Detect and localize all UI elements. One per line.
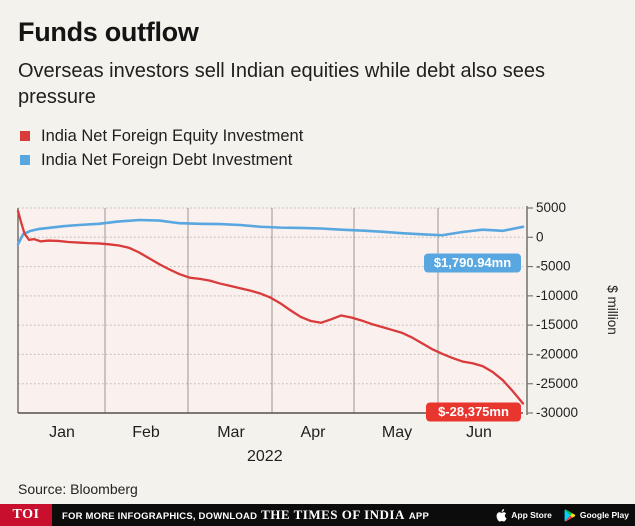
google-play-icon xyxy=(564,508,576,522)
legend-item-equity: India Net Foreign Equity Investment xyxy=(20,124,303,148)
footer-bar: TOI FOR MORE INFOGRAPHICS, DOWNLOAD THE … xyxy=(0,504,635,526)
data-callout: $1,790.94mn xyxy=(424,253,521,273)
x-axis-tick-label: Feb xyxy=(132,424,160,440)
footer-brand: THE TIMES OF INDIA xyxy=(261,507,405,522)
legend-item-debt: India Net Foreign Debt Investment xyxy=(20,148,303,172)
store-name-label: Google Play xyxy=(579,510,629,520)
x-axis-tick-label: Jan xyxy=(49,424,75,440)
page-subtitle: Overseas investors sell Indian equities … xyxy=(18,60,545,109)
callout-background xyxy=(426,402,521,422)
toi-logo: TOI xyxy=(0,504,52,526)
callout-label: $1,790.94mn xyxy=(434,255,511,270)
x-axis-tick-label: Apr xyxy=(301,424,327,440)
plot-background xyxy=(18,208,523,413)
y-axis-tick-label: -30000 xyxy=(536,405,578,420)
y-axis-tick-label: -10000 xyxy=(536,288,578,303)
y-axis-tick-label: -25000 xyxy=(536,376,578,391)
app-store-badge[interactable]: App Store xyxy=(496,508,552,522)
y-axis-tick-label: 5000 xyxy=(536,200,566,215)
legend-item-label: India Net Foreign Debt Investment xyxy=(41,150,293,169)
source-note: Source: Bloomberg xyxy=(18,481,138,497)
callout-label: $-28,375mn xyxy=(438,404,509,419)
footer-text-after: APP xyxy=(408,511,430,522)
y-axis-tick-label: -15000 xyxy=(536,317,578,332)
x-axis-tick-label: May xyxy=(382,424,412,440)
store-badges: App Store Google Play xyxy=(484,504,635,526)
series-line-equity xyxy=(16,209,525,405)
x-axis-tick-label: Mar xyxy=(217,424,245,440)
store-name-label: App Store xyxy=(511,510,552,520)
series-line-debt xyxy=(16,218,525,246)
legend-item-label: India Net Foreign Equity Investment xyxy=(41,126,304,145)
apple-logo-icon xyxy=(496,508,507,522)
data-callout: $-28,375mn xyxy=(426,402,521,422)
footer-text-before: FOR MORE INFOGRAPHICS, DOWNLOAD xyxy=(62,511,258,522)
line-chart: 5000 0 -5000 -10000 -15000 -20000 -25000 -30000… xyxy=(0,190,635,440)
square-swatch-icon xyxy=(20,155,30,165)
callout-background xyxy=(424,253,521,273)
x-axis-tick-label: Jun xyxy=(466,424,492,440)
chart-canvas: 5000 0 -5000 -10000 -15000 -20000 -25000 -30000… xyxy=(16,200,620,440)
chart-legend: India Net Foreign Equity Investment Indi… xyxy=(20,124,303,172)
y-axis-tick-label: 0 xyxy=(536,229,544,244)
square-swatch-icon xyxy=(20,131,30,141)
google-play-badge[interactable]: Google Play xyxy=(564,508,629,522)
y-axis-tick-label: -20000 xyxy=(536,346,578,361)
page-title: Funds outflow xyxy=(18,17,199,47)
footer-promo-text: FOR MORE INFOGRAPHICS, DOWNLOAD THE TIME… xyxy=(62,507,429,523)
y-axis-title: $ million xyxy=(605,285,620,335)
y-axis-tick-label: -5000 xyxy=(536,259,571,274)
